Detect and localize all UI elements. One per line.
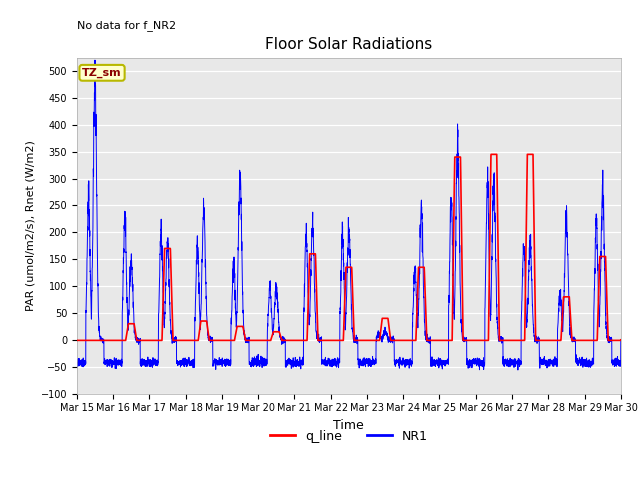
NR1 bbox=[502, 356, 509, 362]
q_line bbox=[171, 337, 179, 343]
Y-axis label: PAR (umol/m2/s), Rnet (W/m2): PAR (umol/m2/s), Rnet (W/m2) bbox=[25, 140, 35, 311]
Legend: q_line, NR1: q_line, NR1 bbox=[265, 425, 433, 448]
Title: Floor Solar Radiations: Floor Solar Radiations bbox=[265, 37, 433, 52]
NR1 bbox=[441, 359, 449, 364]
NR1 bbox=[471, 356, 479, 362]
NR1 bbox=[616, 360, 624, 365]
q_line bbox=[617, 337, 625, 343]
q_line bbox=[502, 337, 509, 343]
NR1 bbox=[91, 58, 99, 63]
q_line bbox=[471, 337, 479, 343]
Text: TZ_sm: TZ_sm bbox=[82, 68, 122, 78]
Line: q_line: q_line bbox=[77, 155, 621, 340]
X-axis label: Time: Time bbox=[333, 419, 364, 432]
q_line bbox=[328, 337, 336, 343]
q_line bbox=[616, 337, 624, 343]
Line: NR1: NR1 bbox=[77, 60, 621, 370]
Text: No data for f_NR2: No data for f_NR2 bbox=[77, 20, 176, 31]
q_line bbox=[487, 152, 495, 157]
NR1 bbox=[617, 337, 625, 343]
NR1 bbox=[73, 362, 81, 368]
NR1 bbox=[329, 360, 337, 366]
q_line bbox=[73, 337, 81, 343]
q_line bbox=[440, 337, 448, 343]
NR1 bbox=[171, 336, 179, 342]
NR1 bbox=[514, 367, 522, 373]
